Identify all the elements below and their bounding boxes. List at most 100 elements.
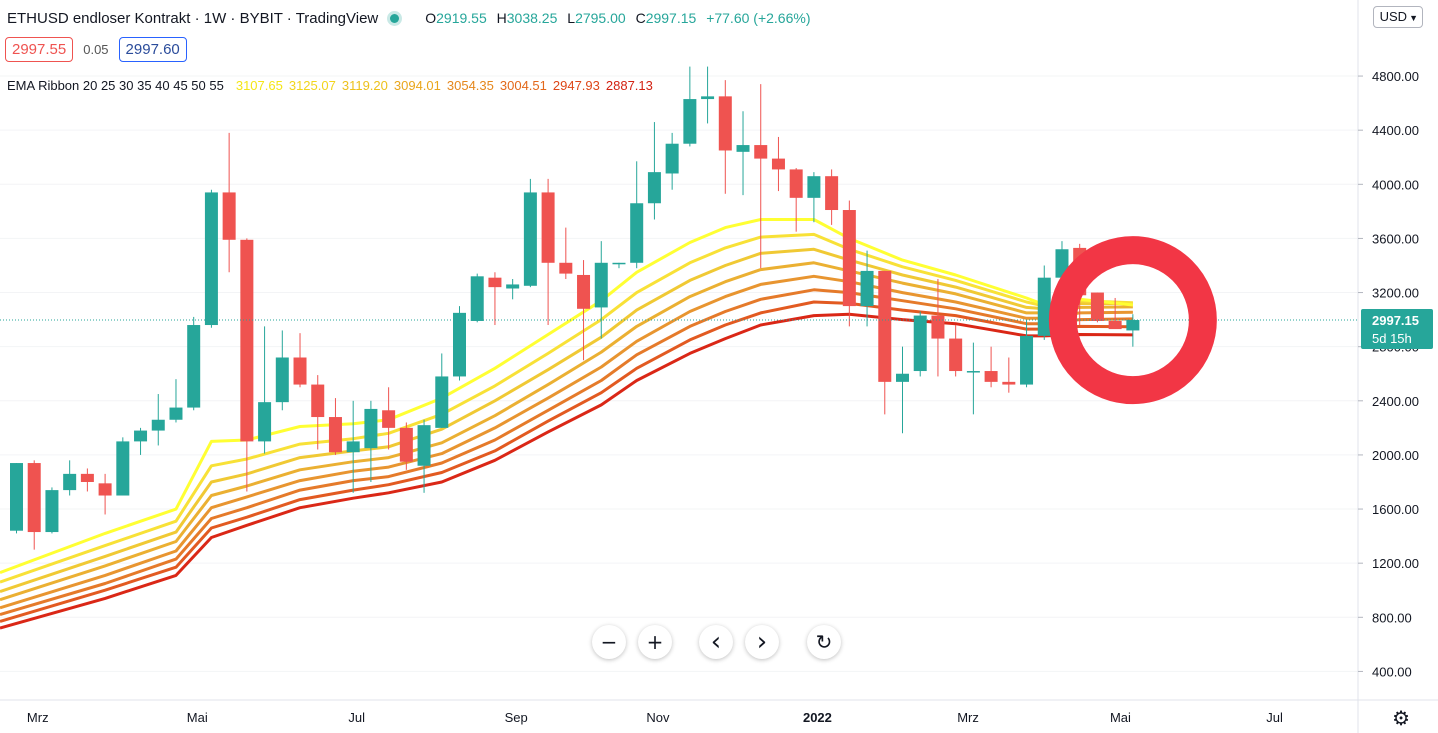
candle (63, 460, 77, 496)
zoom-out-icon: − (600, 630, 618, 654)
zoom-in-icon: + (646, 630, 664, 654)
candle-body (736, 145, 750, 152)
candle-body (1108, 320, 1122, 330)
candle-body (683, 99, 697, 144)
candle (80, 468, 94, 492)
candle-body (913, 315, 927, 372)
ema-ribbon (0, 218, 1134, 630)
candle-body (311, 384, 325, 418)
chart-header: ETHUSD endloser Kontrakt · 1W · BYBIT · … (0, 0, 810, 36)
candle-body (966, 371, 980, 373)
time-tick-label: Mai (187, 710, 208, 725)
price-axis: 400.00 800.00 1200.00 1600.00 2000.00 2400.00… (1357, 0, 1419, 733)
candle-body (399, 427, 413, 462)
candle-body (771, 158, 785, 170)
candle (346, 400, 360, 493)
reset-icon: ↻ (815, 630, 833, 654)
candle (311, 375, 325, 450)
candle (222, 132, 236, 273)
candle-body (701, 96, 715, 100)
time-tick-label: Jul (1266, 710, 1283, 725)
candle (647, 122, 661, 220)
candle (506, 279, 520, 300)
candle (1090, 292, 1104, 323)
time-axis: Mrz Mai Jul Sep Nov 2022 Mrz Mai Jul (0, 699, 1438, 725)
currency-selector[interactable]: USD ▼ (1372, 6, 1423, 28)
candle-body (364, 408, 378, 449)
candle-body (896, 373, 909, 382)
price-tick-label: 1200.00 (1372, 556, 1419, 571)
candle-body (1126, 320, 1140, 331)
candle (435, 353, 449, 428)
high-value: 3038.25 (506, 10, 558, 26)
candle (754, 84, 768, 269)
candle-body (931, 315, 945, 339)
zoom-in-button[interactable]: + (638, 625, 672, 659)
scroll-right-button[interactable]: › (745, 625, 779, 659)
price-tick-label: 4000.00 (1372, 177, 1419, 192)
candle-body (860, 270, 874, 307)
price-tick-label: 800.00 (1372, 610, 1412, 625)
settings-button[interactable]: ⚙ (1392, 706, 1410, 730)
price-tick-label: 2400.00 (1372, 394, 1419, 409)
candle-body (665, 143, 679, 174)
candle (1126, 314, 1140, 347)
candle (10, 463, 23, 534)
open-value: 2919.55 (436, 10, 487, 26)
ema-value-4: 3094.01 (393, 78, 441, 93)
candle (116, 437, 130, 496)
spread-value: 0.05 (83, 42, 109, 57)
candle (187, 316, 201, 411)
candle-body (541, 192, 555, 263)
candle (204, 189, 218, 328)
chevron-down-icon: ▼ (1409, 13, 1418, 23)
indicator-values: 3107.65 3125.07 3119.20 3094.01 3054.35 3004.… (230, 78, 653, 93)
candle-body (630, 203, 644, 263)
close-value: 2997.15 (645, 10, 697, 26)
symbol-title[interactable]: ETHUSD endloser Kontrakt · 1W · BYBIT · … (7, 9, 379, 27)
zoom-out-button[interactable]: − (592, 625, 626, 659)
candle (665, 132, 679, 190)
time-tick-label: Sep (505, 710, 528, 725)
candle-body (169, 407, 183, 420)
candles (10, 66, 1140, 550)
candle-body (435, 376, 449, 428)
ema-value-7: 2947.93 (552, 78, 600, 93)
candle (470, 273, 484, 323)
last-price-tag-bg (1361, 309, 1433, 350)
candle-body (949, 338, 963, 372)
candle (807, 172, 821, 223)
candle (701, 66, 715, 124)
candle-body (789, 169, 803, 198)
candle (240, 238, 254, 492)
candle (1002, 357, 1016, 393)
candle-body (417, 425, 431, 466)
candle-body (1037, 277, 1051, 336)
buy-button[interactable]: 2997.60 (118, 37, 187, 62)
sell-button[interactable]: 2997.55 (5, 37, 74, 62)
annotation-circle (1048, 236, 1217, 405)
candle-body (878, 270, 892, 382)
candle-body (222, 192, 236, 240)
scroll-left-button[interactable]: ‹ (699, 625, 733, 659)
time-tick-label: Nov (646, 710, 670, 725)
candle-body (488, 277, 502, 288)
candle (789, 168, 803, 232)
gear-icon: ⚙ (1392, 706, 1410, 730)
time-tick-label: Jul (348, 710, 365, 725)
candle-body (577, 274, 591, 309)
ema-value-3: 3119.20 (341, 78, 388, 93)
reset-chart-button[interactable]: ↻ (807, 625, 841, 659)
indicator-label: EMA Ribbon 20 25 30 35 40 45 50 55 (7, 78, 224, 93)
indicator-legend[interactable]: EMA Ribbon 20 25 30 35 40 45 50 55 3107.6… (7, 78, 653, 93)
candle-body (594, 262, 608, 308)
ema-line-7 (0, 300, 1133, 623)
candle-body (470, 276, 484, 321)
candle-body (559, 262, 573, 274)
candle-body (346, 441, 360, 453)
candle (399, 422, 413, 470)
candle-body (27, 463, 41, 533)
price-tick-label: 1600.00 (1372, 502, 1419, 517)
price-tick-label: 3200.00 (1372, 286, 1419, 301)
